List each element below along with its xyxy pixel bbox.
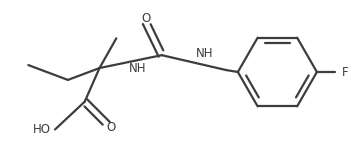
Text: F: F: [342, 66, 348, 78]
Text: O: O: [141, 12, 150, 25]
Text: HO: HO: [33, 123, 51, 136]
Text: O: O: [107, 121, 116, 134]
Text: NH: NH: [196, 47, 214, 60]
Text: NH: NH: [129, 61, 147, 75]
